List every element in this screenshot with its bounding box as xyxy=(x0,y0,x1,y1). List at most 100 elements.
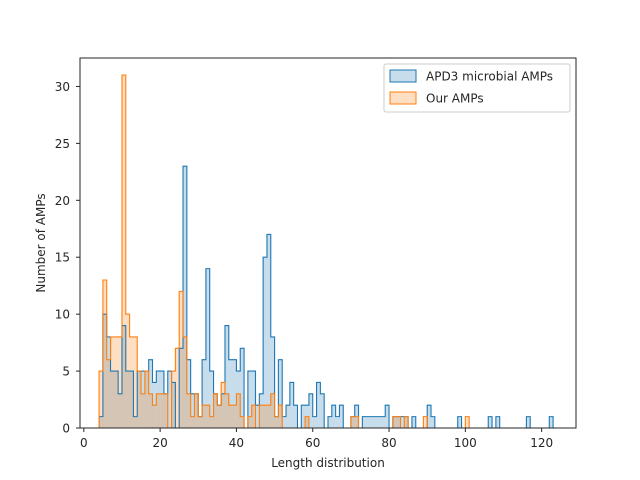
legend-swatch-0 xyxy=(389,69,417,83)
bar-series-0-bin-72 xyxy=(373,416,378,428)
bar-series-1-bin-33 xyxy=(224,393,229,428)
y-tick-label-5: 25 xyxy=(55,137,70,151)
bar-series-0-bin-77 xyxy=(392,416,397,428)
bar-series-1-bin-54 xyxy=(305,416,309,428)
bar-series-0-bin-31 xyxy=(217,405,222,428)
bar-series-1-bin-30 xyxy=(213,393,218,428)
y-axis-label: Number of AMPs xyxy=(34,193,48,292)
bar-series-0-bin-28 xyxy=(205,268,210,428)
bar-series-0-bin-69 xyxy=(362,416,367,428)
bar-series-0-bin-5 xyxy=(118,393,122,428)
bar-series-0-bin-104 xyxy=(495,416,500,428)
bar-series-1-bin-78 xyxy=(396,416,401,428)
bar-series-1-bin-43 xyxy=(263,405,267,428)
plot-fills xyxy=(99,75,554,429)
bar-series-1-bin-10 xyxy=(137,371,142,428)
bar-series-0-bin-60 xyxy=(328,416,332,428)
bar-series-0-bin-58 xyxy=(320,393,325,428)
bar-series-0-bin-19 xyxy=(171,382,176,428)
bar-series-0-bin-66 xyxy=(350,416,355,428)
x-ticks: 0 20 40 60 80 100 120 xyxy=(80,428,553,450)
x-tick-label-5: 100 xyxy=(454,436,477,450)
y-tick-label-1: 5 xyxy=(62,365,70,379)
x-tick-label-0: 0 xyxy=(80,436,88,450)
x-tick-label-3: 60 xyxy=(305,436,320,450)
plot-frame xyxy=(79,57,577,429)
bar-series-0-bin-16 xyxy=(160,371,164,428)
bar-series-0-bin-15 xyxy=(156,371,161,428)
bar-series-1-bin-14 xyxy=(152,405,157,428)
bar-series-0-bin-36 xyxy=(236,371,241,428)
bar-series-1-bin-22 xyxy=(183,336,187,428)
bar-series-0-bin-37 xyxy=(240,348,245,428)
bar-series-0-bin-33 xyxy=(224,325,229,428)
bar-series-1-bin-40 xyxy=(251,405,256,428)
x-tick-label-6: 120 xyxy=(530,436,553,450)
bar-series-0-bin-39 xyxy=(247,371,252,428)
bar-series-0-bin-4 xyxy=(114,371,119,428)
bar-series-1-bin-39 xyxy=(247,416,252,428)
bar-series-1-bin-21 xyxy=(179,291,184,428)
bar-series-1-bin-9 xyxy=(133,336,138,428)
bar-series-0-bin-17 xyxy=(163,393,168,428)
bar-series-0-bin-18 xyxy=(167,371,172,428)
bar-series-0-bin-61 xyxy=(331,405,336,428)
series-outline-1 xyxy=(98,74,470,429)
y-tick-label-3: 15 xyxy=(55,251,70,265)
bar-series-1-bin-19 xyxy=(171,371,176,428)
bar-series-1-bin-8 xyxy=(129,336,134,428)
bar-series-1-bin-0 xyxy=(99,371,103,428)
bar-series-0-bin-2 xyxy=(106,336,111,428)
y-ticks: 0 5 10 15 20 25 30 xyxy=(55,80,80,436)
bar-series-0-bin-12 xyxy=(144,371,149,428)
bar-series-1-bin-37 xyxy=(240,416,245,428)
bar-series-0-bin-40 xyxy=(251,371,256,428)
bar-series-0-bin-49 xyxy=(286,405,290,428)
bar-series-1-bin-17 xyxy=(163,393,168,428)
legend-box xyxy=(383,63,571,113)
bar-series-0-bin-87 xyxy=(431,416,435,428)
bar-series-1-bin-15 xyxy=(156,393,161,428)
bar-series-0-bin-0 xyxy=(99,416,103,428)
bar-series-1-bin-42 xyxy=(259,405,264,428)
bar-series-0-bin-48 xyxy=(282,416,287,428)
bar-series-1-bin-20 xyxy=(175,348,180,428)
bar-series-0-bin-29 xyxy=(209,371,214,428)
legend: APD3 microbial AMPs Our AMPs xyxy=(383,63,571,113)
bar-series-1-bin-47 xyxy=(278,405,283,428)
bar-series-0-bin-22 xyxy=(183,166,187,428)
bar-series-1-bin-32 xyxy=(221,382,225,428)
bar-series-0-bin-26 xyxy=(198,416,203,428)
bar-series-1-bin-67 xyxy=(354,416,359,428)
legend-swatch-1 xyxy=(389,91,417,105)
bar-series-0-bin-62 xyxy=(335,416,340,428)
y-tick-label-4: 20 xyxy=(55,194,70,208)
plot-lines xyxy=(98,74,554,429)
y-tick-label-0: 0 xyxy=(62,422,70,436)
bar-series-0-bin-82 xyxy=(411,416,416,428)
bar-series-0-bin-47 xyxy=(278,359,283,428)
bar-series-1-bin-45 xyxy=(270,393,275,428)
bar-series-0-bin-57 xyxy=(316,382,321,428)
bar-series-0-bin-71 xyxy=(369,416,374,428)
bar-series-0-bin-42 xyxy=(259,393,264,428)
bar-series-0-bin-118 xyxy=(549,416,554,428)
bar-series-0-bin-7 xyxy=(125,371,130,428)
bar-series-1-bin-12 xyxy=(144,371,149,428)
bar-series-1-bin-26 xyxy=(198,416,203,428)
bar-series-1-bin-35 xyxy=(232,405,237,428)
bar-series-0-bin-102 xyxy=(488,416,493,428)
bar-series-0-bin-34 xyxy=(228,359,233,428)
bar-series-0-bin-6 xyxy=(121,325,126,428)
x-tick-label-1: 20 xyxy=(152,436,167,450)
bar-series-1-bin-44 xyxy=(266,405,271,428)
bar-series-0-bin-74 xyxy=(381,416,386,428)
bar-series-1-bin-85 xyxy=(423,416,428,428)
bar-series-0-bin-11 xyxy=(141,371,145,428)
bar-series-0-bin-75 xyxy=(385,405,390,428)
bar-series-1-bin-80 xyxy=(404,416,409,428)
bar-series-0-bin-46 xyxy=(274,416,279,428)
bar-series-1-bin-96 xyxy=(465,416,470,428)
bar-series-1-bin-36 xyxy=(236,393,241,428)
